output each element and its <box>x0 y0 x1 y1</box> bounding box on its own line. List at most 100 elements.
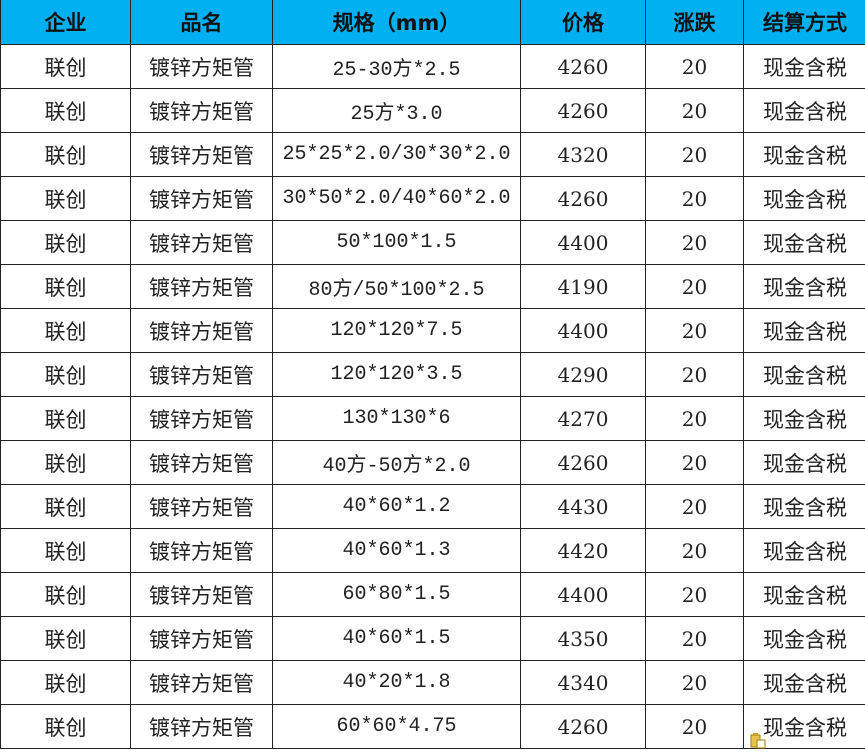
cell-settlement[interactable]: 现金含税 <box>744 397 865 441</box>
cell-company[interactable]: 联创 <box>1 573 131 617</box>
cell-change[interactable]: 20 <box>646 485 744 529</box>
cell-company[interactable]: 联创 <box>1 617 131 661</box>
cell-company[interactable]: 联创 <box>1 265 131 309</box>
cell-product[interactable]: 镀锌方矩管 <box>131 529 273 573</box>
cell-price[interactable]: 4420 <box>521 529 646 573</box>
cell-spec[interactable]: 30*50*2.0/40*60*2.0 <box>273 177 521 221</box>
cell-price[interactable]: 4400 <box>521 221 646 265</box>
cell-settlement[interactable]: 现金含税 <box>744 529 865 573</box>
cell-price[interactable]: 4260 <box>521 89 646 133</box>
cell-product[interactable]: 镀锌方矩管 <box>131 485 273 529</box>
cell-change[interactable]: 20 <box>646 573 744 617</box>
header-price: 价格 <box>521 0 646 45</box>
cell-company[interactable]: 联创 <box>1 705 131 749</box>
cell-company[interactable]: 联创 <box>1 529 131 573</box>
cell-spec[interactable]: 120*120*3.5 <box>273 353 521 397</box>
cell-product[interactable]: 镀锌方矩管 <box>131 353 273 397</box>
cell-settlement[interactable]: 现金含税 <box>744 573 865 617</box>
cell-change[interactable]: 20 <box>646 441 744 485</box>
cell-settlement[interactable]: 现金含税 <box>744 617 865 661</box>
cell-spec[interactable]: 50*100*1.5 <box>273 221 521 265</box>
cell-spec[interactable]: 120*120*7.5 <box>273 309 521 353</box>
cell-change[interactable]: 20 <box>646 617 744 661</box>
cell-spec[interactable]: 40*60*1.2 <box>273 485 521 529</box>
cell-spec[interactable]: 130*130*6 <box>273 397 521 441</box>
cell-spec[interactable]: 80方/50*100*2.5 <box>273 265 521 309</box>
cell-settlement[interactable]: 现金含税 <box>744 309 865 353</box>
cell-company[interactable]: 联创 <box>1 133 131 177</box>
cell-price[interactable]: 4350 <box>521 617 646 661</box>
cell-product[interactable]: 镀锌方矩管 <box>131 45 273 89</box>
cell-change[interactable]: 20 <box>646 89 744 133</box>
cell-spec[interactable]: 40*20*1.8 <box>273 661 521 705</box>
cell-company[interactable]: 联创 <box>1 309 131 353</box>
cell-change[interactable]: 20 <box>646 133 744 177</box>
cell-settlement[interactable]: 现金含税 <box>744 177 865 221</box>
cell-price[interactable]: 4260 <box>521 441 646 485</box>
cell-product[interactable]: 镀锌方矩管 <box>131 221 273 265</box>
cell-change[interactable]: 20 <box>646 705 744 749</box>
cell-spec[interactable]: 40方-50方*2.0 <box>273 441 521 485</box>
cell-product[interactable]: 镀锌方矩管 <box>131 441 273 485</box>
cell-price[interactable]: 4260 <box>521 177 646 221</box>
cell-product[interactable]: 镀锌方矩管 <box>131 89 273 133</box>
cell-spec[interactable]: 60*80*1.5 <box>273 573 521 617</box>
cell-settlement[interactable]: 现金含税 <box>744 45 865 89</box>
paste-options-icon[interactable] <box>750 732 766 749</box>
cell-change[interactable]: 20 <box>646 265 744 309</box>
cell-price[interactable]: 4400 <box>521 309 646 353</box>
cell-change[interactable]: 20 <box>646 45 744 89</box>
cell-spec[interactable]: 60*60*4.75 <box>273 705 521 749</box>
cell-change[interactable]: 20 <box>646 177 744 221</box>
cell-change[interactable]: 20 <box>646 529 744 573</box>
cell-price[interactable]: 4340 <box>521 661 646 705</box>
cell-product[interactable]: 镀锌方矩管 <box>131 133 273 177</box>
cell-company[interactable]: 联创 <box>1 485 131 529</box>
cell-price[interactable]: 4190 <box>521 265 646 309</box>
cell-spec[interactable]: 25*25*2.0/30*30*2.0 <box>273 133 521 177</box>
cell-product[interactable]: 镀锌方矩管 <box>131 705 273 749</box>
cell-price[interactable]: 4290 <box>521 353 646 397</box>
cell-settlement[interactable]: 现金含税 <box>744 441 865 485</box>
cell-spec[interactable]: 25方*3.0 <box>273 89 521 133</box>
cell-company[interactable]: 联创 <box>1 441 131 485</box>
cell-settlement[interactable]: 现金含税 <box>744 485 865 529</box>
cell-change[interactable]: 20 <box>646 353 744 397</box>
cell-price[interactable]: 4260 <box>521 705 646 749</box>
cell-price[interactable]: 4430 <box>521 485 646 529</box>
cell-price[interactable]: 4270 <box>521 397 646 441</box>
cell-company[interactable]: 联创 <box>1 353 131 397</box>
cell-settlement[interactable]: 现金含税 <box>744 89 865 133</box>
cell-settlement[interactable]: 现金含税 <box>744 661 865 705</box>
cell-spec[interactable]: 40*60*1.5 <box>273 617 521 661</box>
cell-change[interactable]: 20 <box>646 221 744 265</box>
cell-settlement[interactable]: 现金含税 <box>744 265 865 309</box>
cell-spec[interactable]: 25-30方*2.5 <box>273 45 521 89</box>
cell-product[interactable]: 镀锌方矩管 <box>131 397 273 441</box>
cell-company[interactable]: 联创 <box>1 661 131 705</box>
cell-price[interactable]: 4260 <box>521 45 646 89</box>
cell-product[interactable]: 镀锌方矩管 <box>131 177 273 221</box>
cell-price[interactable]: 4400 <box>521 573 646 617</box>
cell-spec[interactable]: 40*60*1.3 <box>273 529 521 573</box>
cell-settlement[interactable]: 现金含税 <box>744 353 865 397</box>
header-settlement: 结算方式 <box>744 0 865 45</box>
cell-company[interactable]: 联创 <box>1 45 131 89</box>
cell-change[interactable]: 20 <box>646 397 744 441</box>
cell-product[interactable]: 镀锌方矩管 <box>131 661 273 705</box>
cell-product[interactable]: 镀锌方矩管 <box>131 573 273 617</box>
cell-change[interactable]: 20 <box>646 309 744 353</box>
cell-company[interactable]: 联创 <box>1 397 131 441</box>
cell-change[interactable]: 20 <box>646 661 744 705</box>
cell-price[interactable]: 4320 <box>521 133 646 177</box>
cell-product[interactable]: 镀锌方矩管 <box>131 617 273 661</box>
cell-company[interactable]: 联创 <box>1 177 131 221</box>
cell-company[interactable]: 联创 <box>1 89 131 133</box>
cell-settlement[interactable]: 现金含税 <box>744 133 865 177</box>
cell-company[interactable]: 联创 <box>1 221 131 265</box>
cell-settlement[interactable]: 现金含税 <box>744 221 865 265</box>
cell-product[interactable]: 镀锌方矩管 <box>131 309 273 353</box>
cell-product[interactable]: 镀锌方矩管 <box>131 265 273 309</box>
